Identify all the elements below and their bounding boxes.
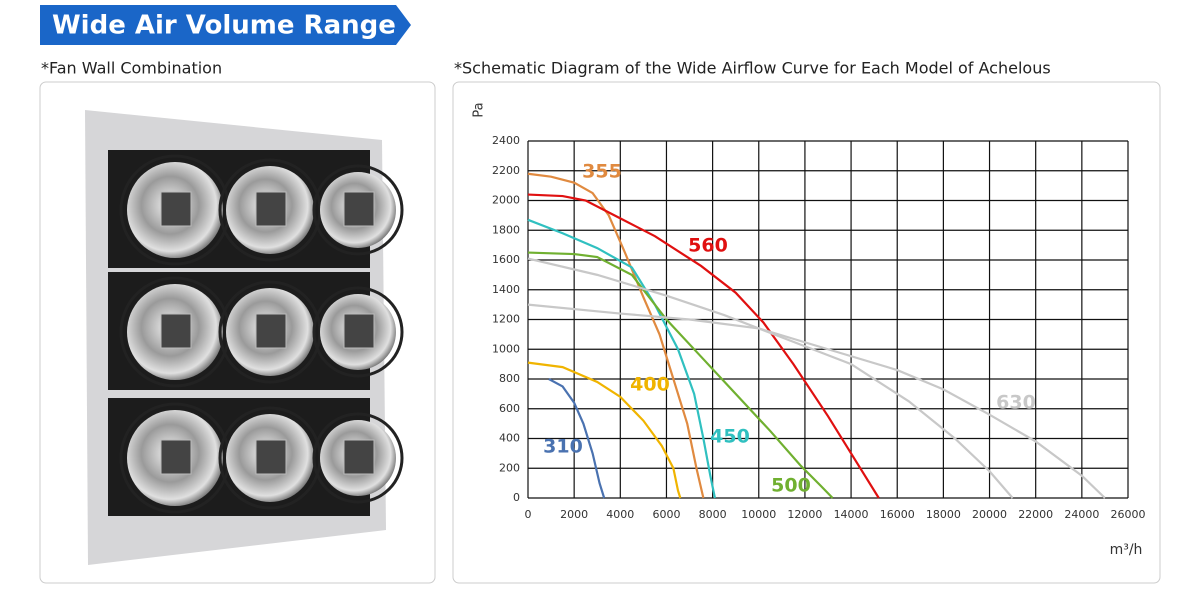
- x-tick-label: 14000: [834, 508, 869, 521]
- fan-motor: [255, 313, 287, 349]
- x-axis-label: m³/h: [1110, 542, 1143, 558]
- curve-label: 500: [771, 475, 811, 497]
- chart: 0 200 400 600 800 1000 1200 1400 1600 1800 2000 220…: [472, 102, 1146, 558]
- curve: [527, 303, 1106, 499]
- curve: [527, 257, 1014, 499]
- x-tick-label: 10000: [741, 508, 776, 521]
- y-tick-label: 2400: [492, 134, 520, 147]
- y-tick-label: 200: [499, 461, 520, 474]
- fan-motor: [255, 439, 287, 475]
- curve: [527, 218, 717, 499]
- y-tick-label: 1600: [492, 253, 520, 266]
- x-tick-label: 26000: [1111, 508, 1146, 521]
- y-tick-label: 1200: [492, 313, 520, 326]
- curve-label: 450: [710, 426, 750, 448]
- y-tick-label: 400: [499, 432, 520, 445]
- curve: [527, 251, 834, 499]
- y-tick-label: 1400: [492, 283, 520, 296]
- x-tick-label: 12000: [787, 508, 822, 521]
- chart-panel: [452, 81, 1161, 584]
- curve-label: 310: [543, 436, 583, 458]
- fan-motor: [343, 439, 375, 475]
- fan-ring: [312, 286, 404, 378]
- curve-label: 400: [630, 374, 670, 396]
- fan-motor: [160, 439, 192, 475]
- curve-label: 630: [996, 392, 1036, 414]
- fan-motor: [343, 313, 375, 349]
- fan-motor: [343, 191, 375, 227]
- x-tick-label: 18000: [926, 508, 961, 521]
- fan-ring: [312, 164, 404, 256]
- y-tick-label: 0: [513, 491, 520, 504]
- y-tick-label: 1000: [492, 342, 520, 355]
- curve-label: 355: [582, 161, 622, 183]
- fan-ring: [312, 412, 404, 504]
- page-title: Wide Air Volume Range: [52, 11, 396, 41]
- y-tick-label: 2200: [492, 164, 520, 177]
- x-tick-label: 16000: [880, 508, 915, 521]
- curve: [527, 361, 682, 499]
- x-tick-label: 2000: [560, 508, 588, 521]
- y-tick-label: 600: [499, 402, 520, 415]
- left-caption: *Fan Wall Combination: [41, 59, 222, 78]
- x-tick-label: 0: [525, 508, 532, 521]
- fan-motor: [255, 191, 287, 227]
- y-tick-label: 1800: [492, 223, 520, 236]
- curve: [548, 378, 606, 499]
- curve: [527, 193, 880, 499]
- y-tick-label: 2000: [492, 194, 520, 207]
- x-tick-label: 22000: [1018, 508, 1053, 521]
- fan-motor: [160, 191, 192, 227]
- x-tick-label: 24000: [1064, 508, 1099, 521]
- x-tick-label: 4000: [606, 508, 634, 521]
- right-caption: *Schematic Diagram of the Wide Airflow C…: [454, 59, 1051, 78]
- curve: [527, 172, 705, 499]
- fan-wall: [108, 150, 404, 516]
- y-axis-label: Pa: [472, 102, 487, 117]
- y-tick-label: 800: [499, 372, 520, 385]
- x-tick-label: 8000: [699, 508, 727, 521]
- x-tick-label: 6000: [652, 508, 680, 521]
- title-banner: [40, 5, 411, 45]
- curve-label: 560: [688, 235, 728, 257]
- fan-motor: [160, 313, 192, 349]
- x-tick-label: 20000: [972, 508, 1007, 521]
